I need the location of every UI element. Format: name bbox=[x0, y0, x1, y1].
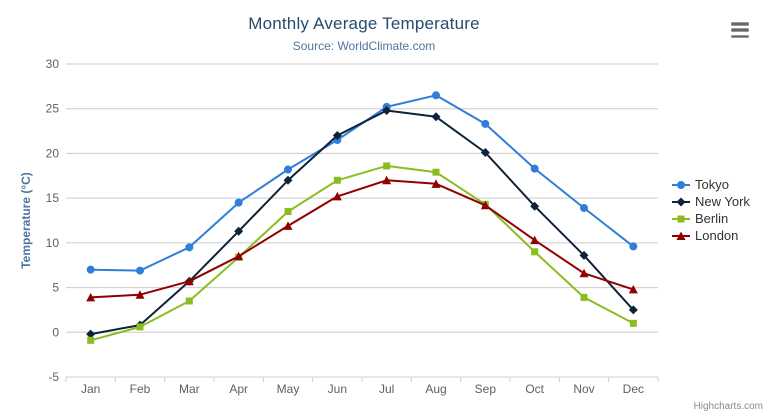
marker-diamond bbox=[676, 197, 686, 206]
marker-square bbox=[87, 336, 95, 344]
marker-diamond bbox=[530, 201, 540, 211]
marker-triangle bbox=[382, 175, 392, 185]
marker-triangle bbox=[480, 200, 490, 210]
marker-circle bbox=[629, 242, 638, 251]
marker-circle bbox=[677, 180, 685, 189]
marker-square bbox=[185, 297, 193, 305]
marker-circle bbox=[432, 91, 440, 100]
legend-label: New York bbox=[695, 194, 750, 209]
legend: Tokyo New York Berlin London bbox=[672, 176, 750, 244]
x-axis-label: Sep bbox=[475, 382, 497, 396]
x-axis-label: May bbox=[277, 382, 300, 396]
marker-triangle bbox=[676, 231, 686, 240]
hamburger-icon bbox=[731, 28, 749, 32]
marker-diamond bbox=[332, 131, 342, 141]
x-axis-label: Nov bbox=[573, 382, 594, 396]
legend-label: London bbox=[695, 228, 739, 243]
marker-circle bbox=[86, 265, 95, 274]
marker-diamond bbox=[234, 226, 244, 236]
x-axis-label: Mar bbox=[179, 382, 200, 396]
y-axis-label: 0 bbox=[52, 325, 59, 339]
marker-triangle bbox=[86, 292, 96, 302]
marker-triangle bbox=[579, 268, 589, 278]
chart-title: Monthly Average Temperature bbox=[248, 14, 480, 33]
marker-square bbox=[333, 176, 341, 184]
marker-diamond bbox=[480, 148, 490, 158]
marker-diamond bbox=[382, 106, 392, 116]
legend-diamond-icon bbox=[672, 197, 690, 206]
y-axis-label: 10 bbox=[46, 236, 60, 250]
series-line bbox=[89, 109, 635, 336]
series-tokyo[interactable] bbox=[86, 91, 638, 275]
legend-triangle-icon bbox=[672, 231, 690, 240]
legend-item-berlin[interactable]: Berlin bbox=[672, 210, 750, 227]
chart-header: Monthly Average Temperature Source: Worl… bbox=[0, 14, 728, 53]
series-london[interactable] bbox=[86, 175, 638, 302]
legend-circle-icon bbox=[672, 180, 690, 189]
series-line bbox=[89, 94, 635, 272]
marker-circle bbox=[284, 165, 292, 174]
marker-diamond bbox=[431, 112, 441, 122]
series-new-york[interactable] bbox=[86, 106, 638, 339]
marker-circle bbox=[530, 164, 539, 173]
y-axis-label: 25 bbox=[46, 102, 60, 116]
marker-square bbox=[580, 293, 588, 301]
chart-subtitle: Source: WorldClimate.com bbox=[292, 39, 436, 53]
marker-circle bbox=[185, 243, 194, 252]
marker-triangle bbox=[184, 276, 194, 286]
marker-square bbox=[677, 215, 685, 222]
marker-diamond bbox=[579, 250, 589, 260]
marker-triangle bbox=[135, 290, 145, 299]
y-axis-label: 20 bbox=[46, 146, 60, 160]
series-line bbox=[89, 164, 635, 342]
legend-item-london[interactable]: London bbox=[672, 227, 750, 244]
y-axis-label: 5 bbox=[52, 281, 59, 295]
legend-item-tokyo[interactable]: Tokyo bbox=[672, 176, 750, 193]
marker-diamond bbox=[628, 305, 638, 315]
credits-link[interactable]: Highcharts.com bbox=[693, 401, 763, 412]
marker-triangle bbox=[283, 221, 293, 230]
hamburger-icon bbox=[731, 34, 749, 38]
x-axis-label: Jun bbox=[328, 382, 347, 396]
marker-circle bbox=[481, 119, 490, 128]
y-axis-label: 30 bbox=[46, 57, 60, 71]
x-axis-label: Oct bbox=[525, 382, 544, 396]
export-menu-button[interactable] bbox=[730, 21, 750, 39]
legend-square-icon bbox=[672, 215, 690, 222]
x-axis-label: Jan bbox=[81, 382, 100, 396]
marker-triangle bbox=[628, 284, 638, 294]
x-axis-label: Jul bbox=[379, 382, 394, 396]
marker-diamond bbox=[86, 329, 96, 339]
marker-square bbox=[383, 162, 391, 170]
marker-square bbox=[432, 168, 440, 176]
marker-circle bbox=[136, 266, 144, 275]
y-axis-label: -5 bbox=[48, 370, 59, 384]
y-axis-title: Temperature (°C) bbox=[19, 172, 33, 269]
legend-label: Tokyo bbox=[695, 177, 729, 192]
marker-circle bbox=[234, 198, 243, 207]
y-axis-label: 15 bbox=[46, 191, 60, 205]
marker-square bbox=[284, 208, 292, 216]
marker-square bbox=[531, 248, 539, 256]
marker-square bbox=[629, 319, 637, 327]
marker-triangle bbox=[530, 235, 540, 245]
marker-square bbox=[136, 323, 144, 331]
marker-triangle bbox=[332, 191, 342, 201]
marker-circle bbox=[580, 203, 588, 212]
legend-label: Berlin bbox=[695, 211, 729, 226]
x-axis-label: Feb bbox=[130, 382, 151, 396]
x-axis-label: Aug bbox=[425, 382, 446, 396]
hamburger-icon bbox=[731, 22, 749, 26]
marker-diamond bbox=[283, 175, 293, 185]
marker-triangle bbox=[431, 179, 441, 188]
marker-triangle bbox=[234, 251, 244, 261]
legend-item-new-york[interactable]: New York bbox=[672, 193, 750, 210]
series-line bbox=[89, 179, 635, 299]
x-axis-label: Apr bbox=[229, 382, 248, 396]
x-axis-label: Dec bbox=[623, 382, 644, 396]
